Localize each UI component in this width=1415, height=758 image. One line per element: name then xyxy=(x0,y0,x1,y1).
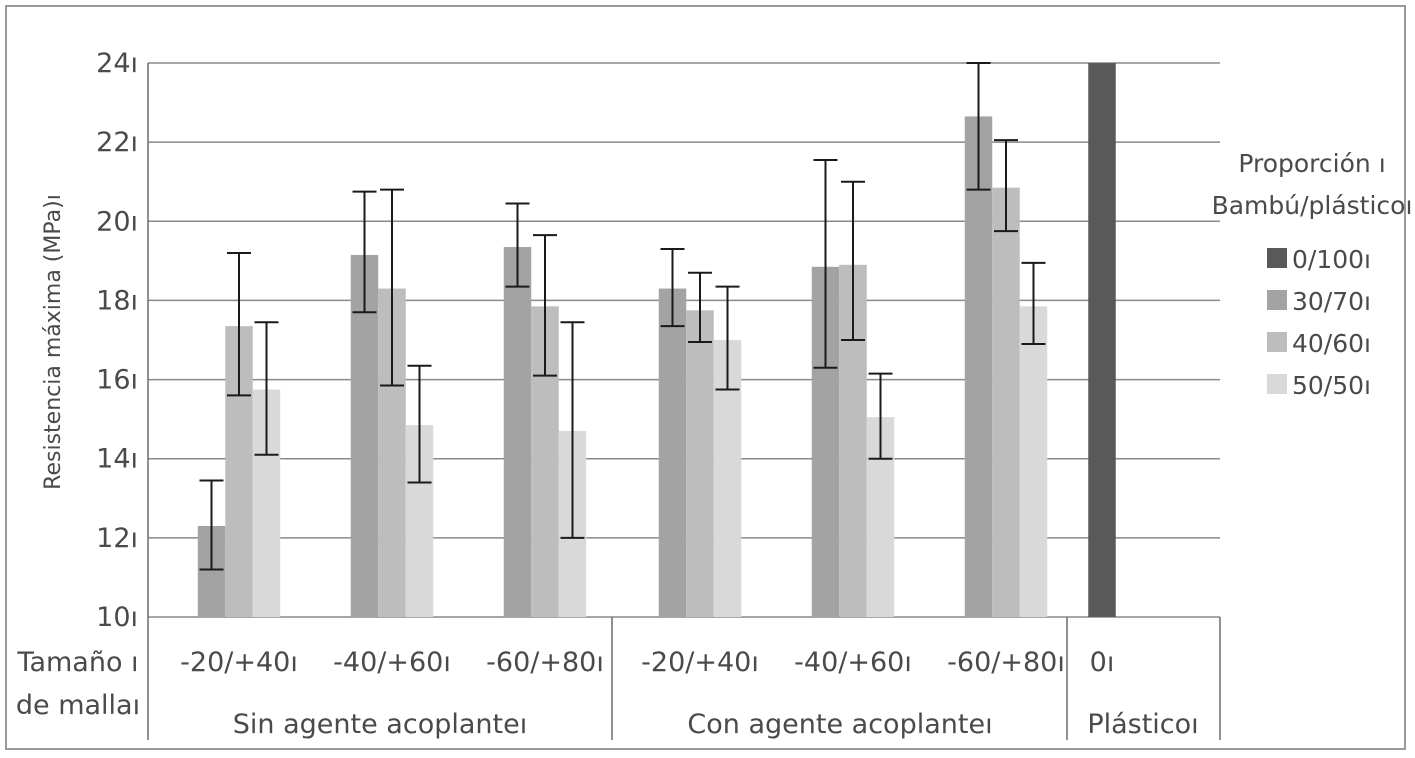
legend-entry: 0/100ı xyxy=(1292,245,1371,274)
category-label: 0ı xyxy=(1090,647,1115,678)
legend-title-line2: Bambú/plásticoı xyxy=(1212,191,1413,220)
y-tick-label: 22ı xyxy=(96,127,138,158)
bar xyxy=(503,247,532,617)
axes xyxy=(147,63,1221,740)
bar xyxy=(992,187,1020,617)
y-axis-ticks: 10ı 12ı 14ı 16ı 18ı 20ı 22ı 24ı xyxy=(96,48,138,633)
legend-entry: 30/70ı xyxy=(1292,287,1371,316)
chart-frame xyxy=(5,5,1406,750)
y-tick-label: 18ı xyxy=(96,285,138,316)
bar xyxy=(1019,306,1048,617)
category-label: -40/+60ı xyxy=(333,647,451,678)
category-label: -20/+40ı xyxy=(641,647,759,678)
category-label: -20/+40ı xyxy=(180,647,298,678)
legend-swatch xyxy=(1267,290,1287,310)
bar xyxy=(1088,63,1116,617)
legend: Proporción ı Bambú/plásticoı 0/100ı 30/70… xyxy=(1212,149,1413,400)
y-tick-label: 10ı xyxy=(96,602,138,633)
group-label: Sin agente acoplanteı xyxy=(233,709,527,740)
category-label: -60/+80ı xyxy=(947,647,1065,678)
bar xyxy=(350,254,379,617)
bar xyxy=(964,116,993,618)
y-axis-label: Resistencia máxima (MPa)ı xyxy=(41,194,66,490)
category-labels: -20/+40ı -40/+60ı -60/+80ı -20/+40ı -40/+60ı… xyxy=(180,647,1114,678)
y-tick-label: 20ı xyxy=(96,206,138,237)
error-bars xyxy=(199,62,1046,571)
legend-title-line1: Proporción ı xyxy=(1238,149,1385,178)
group-label: Con agente acoplanteı xyxy=(687,709,992,740)
group-labels: Sin agente acoplanteı Con agente acoplant… xyxy=(233,709,1199,740)
bar xyxy=(686,310,714,617)
y-tick-label: 16ı xyxy=(96,365,138,396)
y-tick-label: 24ı xyxy=(96,48,138,79)
legend-entry: 50/50ı xyxy=(1292,371,1371,400)
category-label: -40/+60ı xyxy=(794,647,912,678)
bar xyxy=(658,288,687,617)
legend-swatch xyxy=(1267,332,1287,352)
group-label: Plásticoı xyxy=(1087,709,1198,740)
y-tick-label: 14ı xyxy=(96,444,138,475)
legend-swatch xyxy=(1267,248,1287,268)
x-axis-row-label-line2: de mallaı xyxy=(16,690,140,721)
y-tick-label: 12ı xyxy=(96,523,138,554)
category-label: -60/+80ı xyxy=(486,647,604,678)
legend-swatch xyxy=(1267,374,1287,394)
x-axis-row-label-line1: Tamaño ı xyxy=(16,647,138,678)
legend-entry: 40/60ı xyxy=(1292,329,1371,358)
